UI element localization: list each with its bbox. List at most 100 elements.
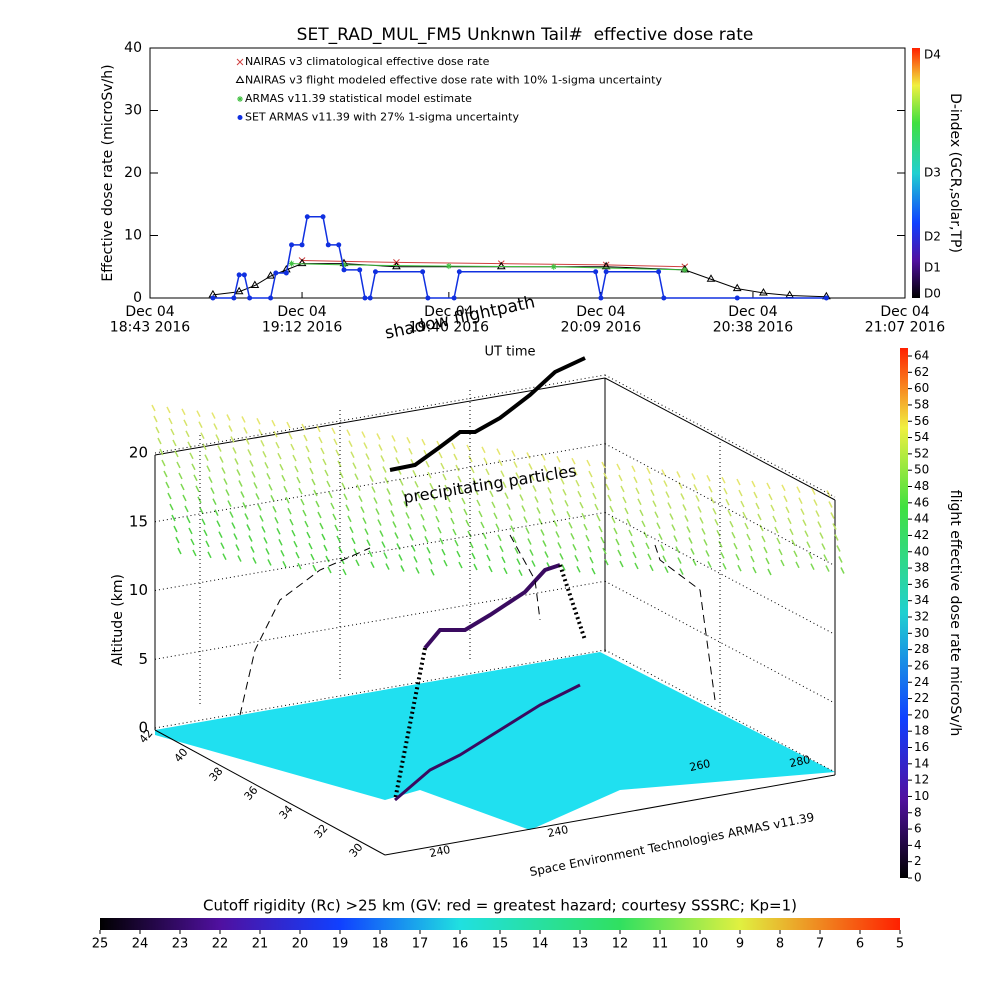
particle-dash	[238, 480, 243, 487]
particle-dash	[264, 461, 269, 469]
particle-dash	[677, 557, 682, 564]
particle-dash	[355, 559, 360, 567]
particle-dash	[564, 499, 569, 507]
particle-dash	[280, 549, 285, 557]
particle-dash	[752, 566, 757, 574]
particle-dash	[208, 476, 213, 484]
particle-dash	[399, 479, 404, 486]
particle-dash	[302, 509, 307, 517]
particle-dash	[542, 540, 547, 547]
particle-dash	[388, 499, 393, 506]
particle-dash	[493, 512, 498, 520]
particle-dash	[223, 478, 228, 485]
particle-dash	[767, 568, 772, 576]
particle-dash	[697, 506, 702, 513]
marker	[367, 295, 373, 301]
particle-dash	[662, 555, 667, 563]
particle-dash	[225, 489, 230, 496]
particle-dash	[326, 480, 331, 488]
particle-dash	[787, 517, 792, 525]
particle-dash	[549, 498, 554, 505]
particle-dash	[575, 479, 580, 487]
particle-dash	[213, 423, 218, 430]
particle-dash	[834, 534, 839, 541]
particle-dash	[705, 550, 710, 557]
particle-dash	[581, 512, 586, 520]
particle-dash	[418, 502, 423, 510]
particle-dash	[521, 505, 526, 512]
particle-dash	[470, 466, 475, 474]
particle-dash	[488, 565, 493, 573]
colorbar-tick-label: 7	[816, 937, 824, 952]
particle-dash	[297, 562, 302, 570]
z-axis-label: Altitude (km)	[110, 574, 126, 666]
z-tick-label: 20	[129, 444, 148, 462]
particle-dash	[821, 543, 826, 550]
particle-dash	[774, 526, 779, 534]
particle-dash	[594, 503, 599, 511]
particle-dash	[772, 515, 777, 523]
colorbar-tick-label: 38	[914, 561, 929, 575]
particle-dash	[596, 514, 601, 522]
particle-dash	[178, 472, 183, 480]
particle-dash	[525, 527, 530, 534]
particle-dash	[733, 542, 738, 550]
particle-dash	[583, 523, 588, 531]
colorbar-tick-label: D1	[924, 261, 941, 275]
particle-dash	[540, 529, 545, 536]
particle-dash	[825, 565, 830, 572]
particle-dash	[340, 557, 345, 565]
particle-dash	[192, 549, 197, 557]
particle-dash	[379, 530, 384, 537]
particle-dash	[384, 477, 389, 484]
colorbar-tick-label: 16	[452, 937, 469, 952]
particle-dash	[409, 534, 414, 541]
particle-dash	[243, 427, 248, 434]
particle-dash	[622, 496, 627, 504]
marker	[425, 295, 431, 301]
particle-dash	[736, 478, 741, 486]
particle-dash	[695, 495, 700, 502]
grid-line	[154, 512, 606, 591]
particle-dash	[279, 463, 284, 471]
particle-dash	[798, 497, 803, 505]
particle-dash	[425, 460, 430, 468]
particle-dash	[444, 484, 449, 492]
particle-dash	[519, 494, 524, 501]
particle-dash	[333, 438, 338, 446]
particle-dash	[476, 499, 481, 507]
marker	[759, 288, 768, 296]
particle-dash	[446, 495, 451, 503]
particle-dash	[529, 549, 534, 556]
particle-dash	[661, 469, 666, 476]
marker	[681, 266, 688, 273]
particle-dash	[165, 481, 170, 489]
particle-dash	[729, 520, 734, 528]
particle-dash	[545, 476, 550, 483]
particle-dash	[247, 449, 252, 456]
particle-dash	[706, 474, 711, 482]
colorbar-tick-label: 21	[252, 937, 269, 952]
particle-dash	[244, 513, 249, 520]
particle-dash	[452, 528, 457, 536]
particle-dash	[684, 515, 689, 522]
legend-entry: ARMAS v11.39 statistical model estimate	[245, 92, 472, 105]
marker	[241, 272, 247, 278]
legend-entry: NAIRAS v3 climatological effective dose …	[245, 55, 490, 68]
particle-dash	[272, 505, 277, 513]
particle-dash	[373, 497, 378, 504]
particle-dash	[776, 537, 781, 545]
particle-dash	[317, 511, 322, 519]
marker	[823, 295, 829, 301]
particle-dash	[570, 532, 575, 540]
particle-dash	[555, 531, 560, 538]
z-tick-label: 10	[129, 581, 148, 599]
particle-dash	[513, 461, 518, 468]
particle-dash	[840, 567, 845, 574]
particle-dash	[424, 535, 429, 543]
particle-dash	[586, 459, 591, 467]
particle-dash	[701, 528, 706, 535]
colorbar-label: flight effective dose rate microSv/h	[947, 490, 963, 736]
particle-dash	[665, 491, 670, 498]
particle-dash	[532, 485, 537, 492]
